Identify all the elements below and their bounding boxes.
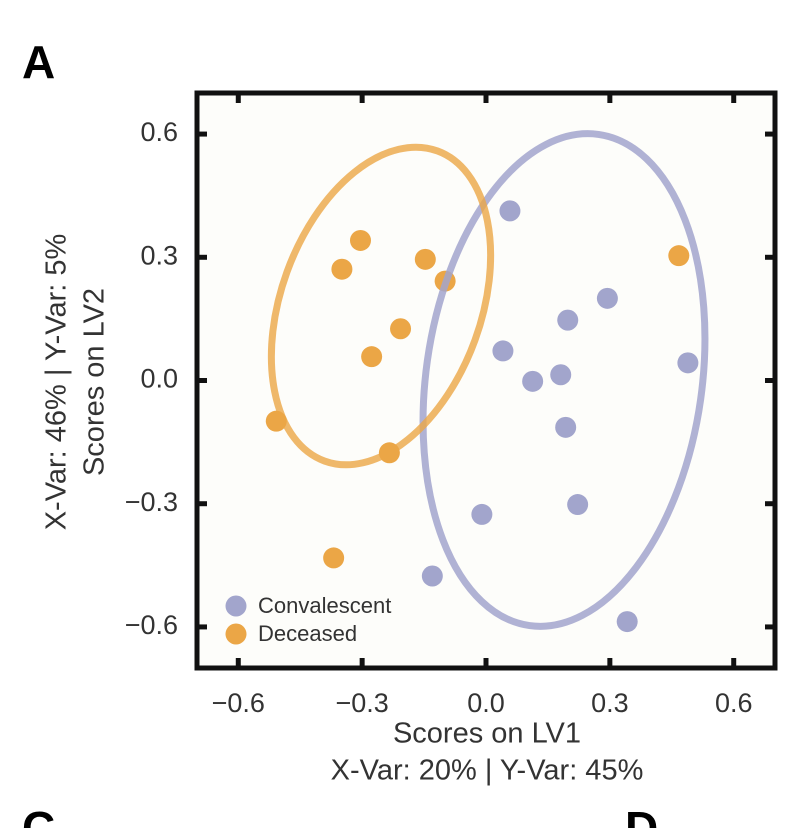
point [331, 258, 353, 280]
y-tick-label: 0.3 [140, 240, 178, 270]
x-tick-label: 0.3 [591, 688, 629, 718]
point [596, 287, 618, 309]
panel-letter: A [22, 36, 55, 88]
point [361, 346, 383, 368]
x-tick-label: 0.6 [715, 688, 753, 718]
legend-marker [225, 595, 247, 617]
point [421, 565, 443, 587]
point [471, 503, 493, 525]
y-tick-label: −0.6 [125, 610, 178, 640]
point [557, 309, 579, 331]
point [414, 248, 436, 270]
point [323, 547, 345, 569]
point [349, 229, 371, 251]
panel-letter: D [625, 802, 658, 828]
y-tick-label: −0.3 [125, 487, 178, 517]
x-tick-label: 0.0 [467, 688, 505, 718]
y-tick-label: 0.6 [140, 117, 178, 147]
point [567, 494, 589, 516]
x-axis-label: X-Var: 20% | Y-Var: 45% [331, 755, 644, 787]
confidence-ellipse [419, 130, 709, 630]
marks [265, 200, 699, 633]
point [390, 318, 412, 340]
y-axis-label: Scores on LV2 [79, 288, 111, 476]
y-tick-label: 0.0 [140, 364, 178, 394]
y-axis-label: X-Var: 46% | Y-Var: 5% [41, 234, 73, 531]
point [668, 245, 690, 267]
plot-background [197, 93, 775, 668]
x-tick-label: −0.6 [212, 688, 265, 718]
point [550, 364, 572, 386]
confidence-ellipse [267, 143, 495, 469]
point [522, 370, 544, 392]
x-axis-label: Scores on LV1 [393, 718, 581, 750]
point [616, 611, 638, 633]
point [499, 200, 521, 222]
legend-marker [225, 623, 247, 645]
point [492, 340, 514, 362]
point [555, 416, 577, 438]
x-tick-label: −0.3 [335, 688, 388, 718]
point [677, 352, 699, 374]
legend-label: Convalescent [258, 593, 391, 618]
legend-label: Deceased [258, 621, 357, 646]
panel-letter: C [22, 802, 55, 828]
